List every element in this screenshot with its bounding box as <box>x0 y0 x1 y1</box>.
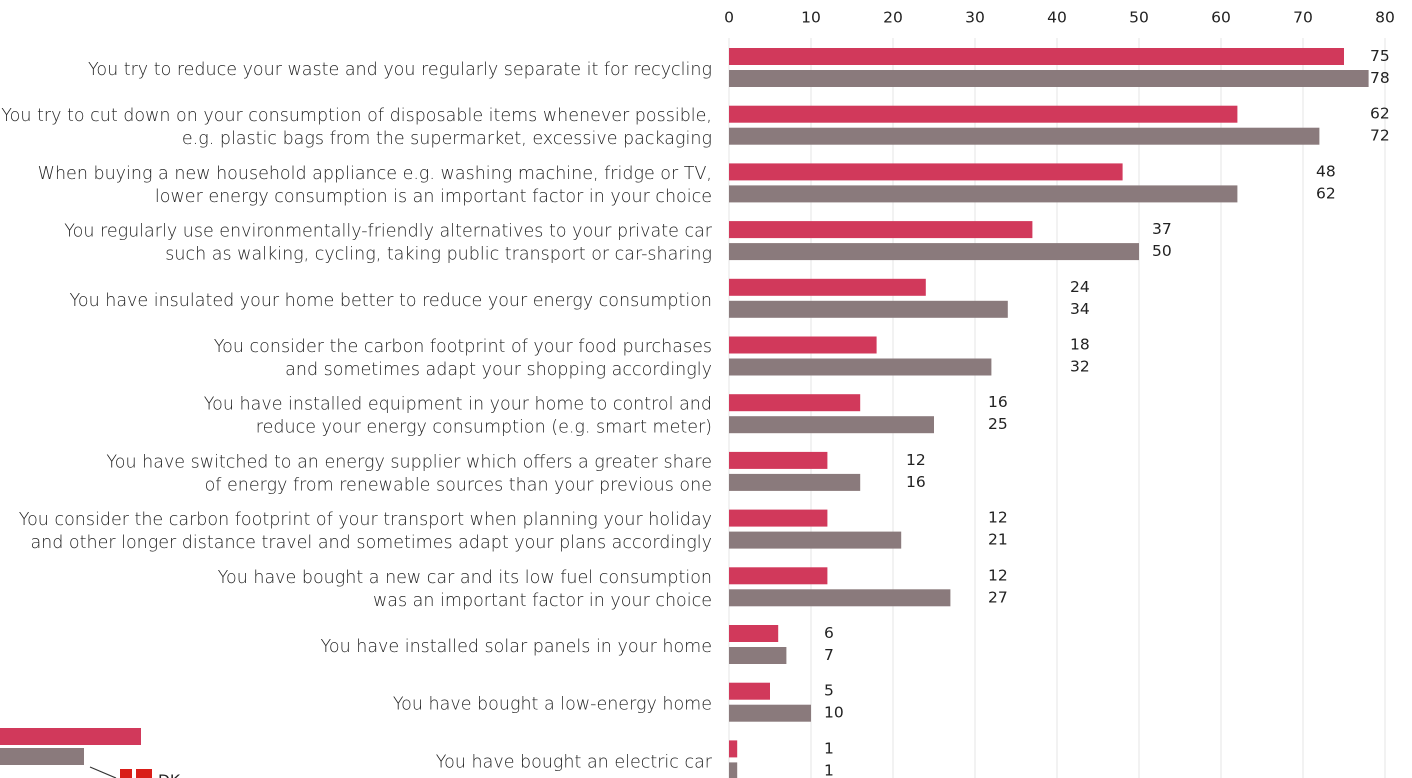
category-label: You try to cut down on your consumption … <box>1 106 712 126</box>
value-label: 78 <box>1370 69 1390 87</box>
flag-icon <box>136 769 152 778</box>
value-label: 21 <box>988 531 1008 549</box>
bar <box>729 105 1238 123</box>
value-label: 37 <box>1152 220 1172 238</box>
bar <box>729 704 811 722</box>
value-label: 72 <box>1370 127 1390 145</box>
bar <box>729 416 934 434</box>
bar <box>729 473 861 491</box>
category-label: You regularly use environmentally-friend… <box>64 222 712 242</box>
value-label: 75 <box>1370 47 1390 65</box>
bar <box>729 278 926 296</box>
category-label: You have insulated your home better to r… <box>70 291 713 311</box>
value-label: 12 <box>988 509 1008 527</box>
bar <box>729 531 902 549</box>
category-label: and sometimes adapt your shopping accord… <box>285 360 712 380</box>
value-label: 62 <box>1370 105 1390 123</box>
value-label: 48 <box>1316 162 1336 180</box>
bar <box>729 647 787 664</box>
value-label: 16 <box>988 393 1008 411</box>
category-label: lower energy consumption is an important… <box>155 187 712 207</box>
category-label: of energy from renewable sources than yo… <box>205 475 712 495</box>
x-tick-label: 40 <box>1047 9 1067 27</box>
bar <box>729 682 770 700</box>
bar <box>729 336 877 354</box>
bar <box>729 589 951 607</box>
category-label: You consider the carbon footprint of you… <box>214 337 712 357</box>
value-label: 24 <box>1070 278 1090 296</box>
bar <box>729 358 992 376</box>
bar <box>729 394 861 412</box>
category-label: and other longer distance travel and som… <box>30 533 712 553</box>
category-label: You have bought a low-energy home <box>393 695 712 715</box>
category-label: reduce your energy consumption (e.g. sma… <box>256 418 712 438</box>
value-label: 1 <box>824 761 834 778</box>
value-label: 7 <box>824 646 834 664</box>
value-label: 12 <box>988 566 1008 584</box>
x-tick-label: 0 <box>724 9 734 27</box>
value-label: 32 <box>1070 358 1090 376</box>
category-label: e.g. plastic bags from the supermarket, … <box>182 129 712 149</box>
callout-line <box>89 766 117 778</box>
x-tick-label: 30 <box>965 9 985 27</box>
value-label: 16 <box>906 473 926 491</box>
bar <box>729 243 1139 261</box>
category-label: You have installed solar panels in your … <box>321 637 713 657</box>
bar <box>729 762 738 778</box>
bar <box>729 48 1344 65</box>
value-label: 34 <box>1070 300 1090 318</box>
x-tick-label: 10 <box>801 9 821 27</box>
bar <box>729 221 1033 239</box>
x-tick-label: 80 <box>1375 9 1395 27</box>
bar <box>729 300 1008 318</box>
annotation: DK <box>158 772 181 778</box>
value-label: 27 <box>988 588 1008 606</box>
bar <box>729 127 1320 145</box>
category-label: You try to reduce your waste and you reg… <box>88 60 712 80</box>
category-label: was an important factor in your choice <box>373 591 712 611</box>
value-label: 25 <box>988 415 1008 433</box>
x-tick-label: 20 <box>883 9 903 27</box>
bar <box>729 163 1123 181</box>
value-label: 10 <box>824 704 844 722</box>
x-tick-label: 60 <box>1211 9 1231 27</box>
bar <box>729 625 779 642</box>
bar <box>729 185 1238 203</box>
bar <box>729 509 828 527</box>
category-label: You have installed equipment in your hom… <box>204 395 712 415</box>
x-tick-label: 50 <box>1129 9 1149 27</box>
category-label: You have bought a new car and its low fu… <box>218 568 712 588</box>
category-label: When buying a new household appliance e.… <box>38 164 712 184</box>
x-tick-label: 70 <box>1293 9 1313 27</box>
value-label: 62 <box>1316 184 1336 202</box>
value-label: 12 <box>906 451 926 469</box>
value-label: 5 <box>824 682 834 700</box>
legend-swatch <box>0 728 141 745</box>
bar <box>729 70 1369 87</box>
value-label: 18 <box>1070 336 1090 354</box>
bar <box>729 567 828 585</box>
bar <box>729 451 828 469</box>
category-label: You have bought an electric car <box>436 752 713 772</box>
legend-swatch <box>0 748 84 765</box>
value-label: 50 <box>1152 242 1172 260</box>
value-label: 1 <box>824 739 834 757</box>
category-label: You have switched to an energy supplier … <box>106 452 712 472</box>
category-label: You consider the carbon footprint of you… <box>19 510 712 530</box>
flag-icon <box>120 769 132 778</box>
value-label: 6 <box>824 624 834 642</box>
category-label: such as walking, cycling, taking public … <box>165 245 712 265</box>
bar <box>729 740 738 758</box>
